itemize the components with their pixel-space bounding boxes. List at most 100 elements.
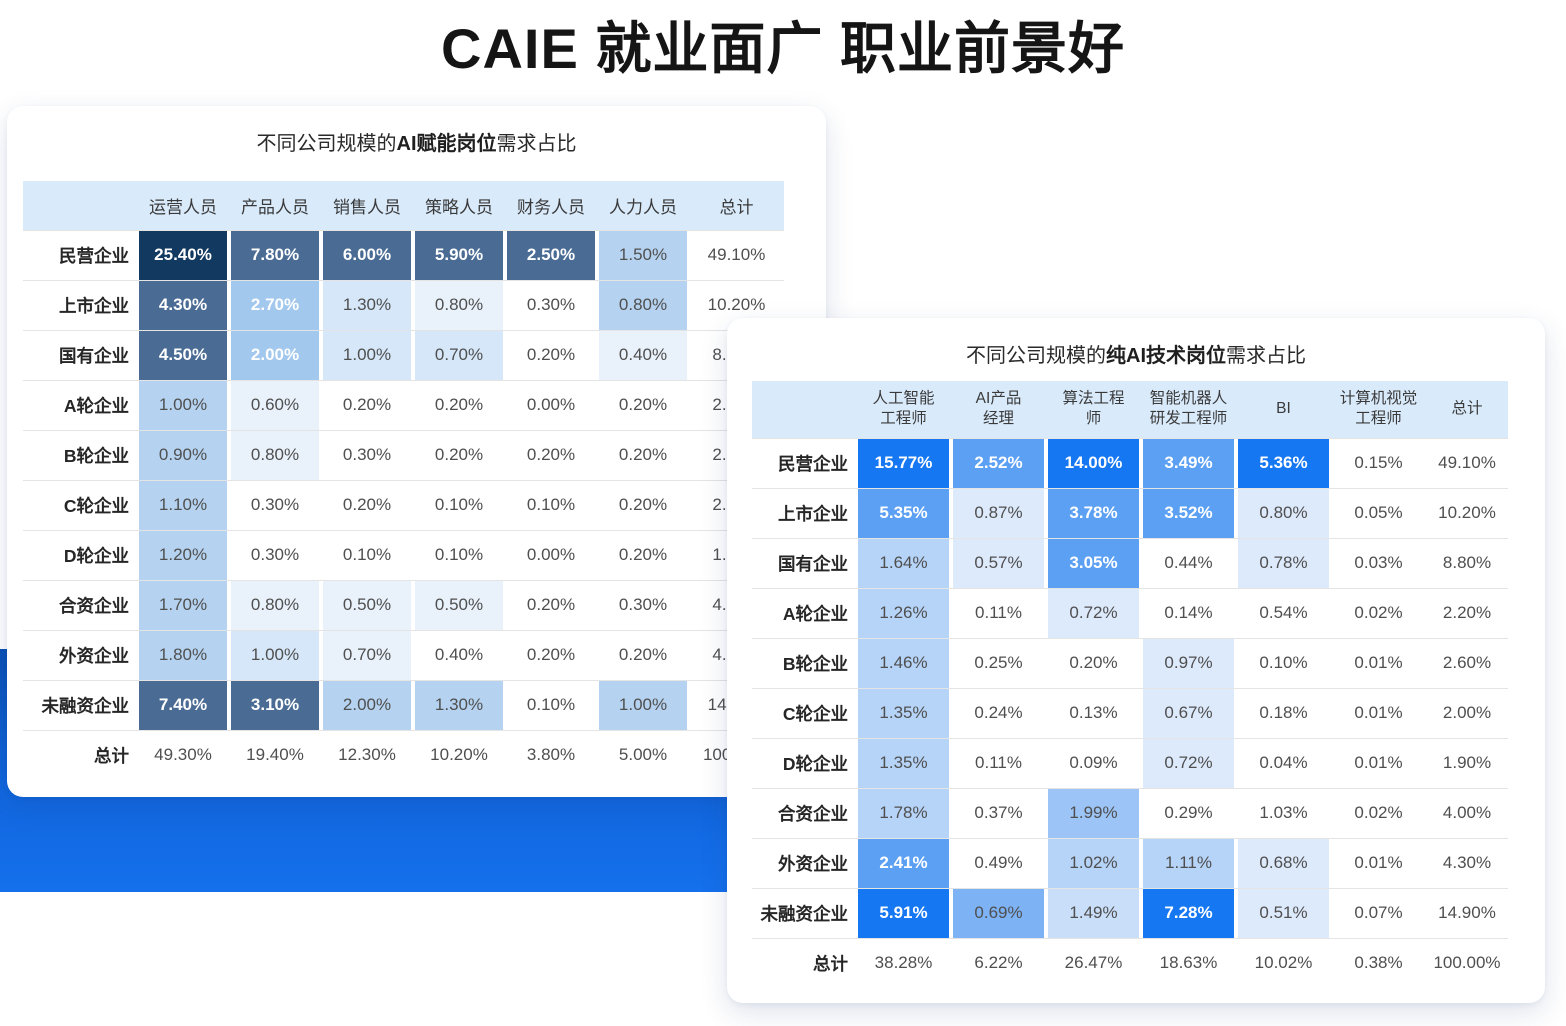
row-total-cell: 8.80% <box>1442 553 1492 572</box>
column-header: 算法工程师 <box>1046 381 1141 438</box>
heatmap-cell: 7.28% <box>1143 888 1234 938</box>
column-header-row: 人工智能 工程师 AI产品 经理 算法工程师智能机器人 研发工程师 BI 计算机视觉 工程师 总计 <box>752 381 1508 438</box>
row-label: 上市企业 <box>59 295 129 316</box>
table-row: 未融资企业 5.91% 0.69% 1.49% 7.28% 0.51% 0.07% 14.90… <box>752 888 1508 938</box>
heatmap-cell: 0.20% <box>434 445 484 464</box>
page-title: CAIE 就业面广 职业前景好 <box>441 17 1125 80</box>
heatmap-cell: 0.37% <box>974 803 1023 822</box>
column-header: 人力人员 <box>597 181 689 230</box>
heatmap-cell: 0.97% <box>1143 638 1234 688</box>
column-total-cell: 26.47% <box>1064 953 1123 972</box>
heatmap-cell: 0.10% <box>434 495 484 514</box>
table-row: 合资企业 1.78% 0.37% 1.99% 0.29% 1.03% 0.02% 4.00% <box>752 788 1508 838</box>
row-label: A轮企业 <box>63 395 129 416</box>
heatmap-cell: 0.20% <box>618 645 668 664</box>
row-total-cell: 14.90% <box>1438 903 1496 922</box>
heatmap-cell: 0.80% <box>231 430 319 480</box>
heatmap-cell: 2.00% <box>323 680 411 730</box>
row-total-cell: 1.90% <box>1442 753 1492 772</box>
heatmap-cell: 0.20% <box>526 445 576 464</box>
heatmap-cell: 2.70% <box>231 280 319 330</box>
heatmap-cell: 0.07% <box>1354 903 1403 922</box>
row-label: B轮企业 <box>782 653 848 674</box>
heatmap-cell: 0.30% <box>618 595 668 614</box>
heatmap-cell: 0.20% <box>342 495 392 514</box>
table-title-pure-ai: 不同公司规模的纯AI技术岗位需求占比 <box>727 344 1545 369</box>
heatmap-cell: 0.70% <box>415 330 503 380</box>
heatmap-cell: 1.00% <box>323 330 411 380</box>
heatmap-cell: 0.20% <box>618 395 668 414</box>
heatmap-cell: 0.50% <box>415 580 503 630</box>
row-total-cell: 2.60% <box>1442 653 1492 672</box>
heatmap-cell: 0.14% <box>1164 603 1213 622</box>
heatmap-cell: 0.15% <box>1354 453 1403 472</box>
heatmap-cell: 7.40% <box>139 680 227 730</box>
heatmap-cell: 0.02% <box>1354 603 1403 622</box>
heatmap-cell: 0.10% <box>1259 653 1308 672</box>
column-header: 财务人员 <box>505 181 597 230</box>
column-total-cell: 10.02% <box>1254 953 1313 972</box>
column-header: 计算机视觉 工程师 <box>1331 381 1426 438</box>
heatmap-cell: 0.90% <box>139 430 227 480</box>
column-header: 产品人员 <box>229 181 321 230</box>
column-total-cell: 0.38% <box>1354 953 1403 972</box>
heatmap-cell: 0.10% <box>342 545 392 564</box>
row-label: 民营企业 <box>778 453 848 474</box>
heatmap-cell: 0.69% <box>953 888 1044 938</box>
heatmap-cell: 2.41% <box>858 838 949 888</box>
heatmap-cell: 0.03% <box>1354 553 1403 572</box>
heatmap-cell: 0.09% <box>1069 753 1118 772</box>
column-total-cell: 3.80% <box>526 745 576 764</box>
heatmap-cell: 2.00% <box>231 330 319 380</box>
heatmap-cell: 0.20% <box>618 495 668 514</box>
heatmap-cell: 0.49% <box>974 853 1023 872</box>
title-suffix: 需求占比 <box>496 133 577 155</box>
table-row: 未融资企业7.40%3.10%2.00%1.30%0.10%1.00%14.90… <box>23 680 784 730</box>
heatmap-cell: 0.04% <box>1259 753 1308 772</box>
heatmap-cell: 0.72% <box>1143 738 1234 788</box>
corner-cell <box>23 181 137 230</box>
heatmap-cell: 0.72% <box>1048 588 1139 638</box>
row-label: 上市企业 <box>778 503 848 524</box>
heatmap-cell: 0.30% <box>250 495 300 514</box>
table-row: 外资企业 2.41% 0.49% 1.02% 1.11% 0.68% 0.01% 4.30% <box>752 838 1508 888</box>
heatmap-cell: 1.30% <box>323 280 411 330</box>
row-label: C轮企业 <box>63 495 129 516</box>
row-label: 合资企业 <box>778 803 848 824</box>
heatmap-cell: 1.64% <box>858 538 949 588</box>
title-emphasis: AI赋能岗位 <box>396 133 497 155</box>
table-row: 上市企业 5.35% 0.87% 3.78% 3.52% 0.80% 0.05% 10.20% <box>752 488 1508 538</box>
row-label: A轮企业 <box>782 603 848 624</box>
row-label: 国有企业 <box>778 553 848 574</box>
heatmap-cell: 0.20% <box>526 595 576 614</box>
card-pure-ai-jobs: 不同公司规模的纯AI技术岗位需求占比 人工智能 工程师 AI产品 经理 算法工程师智能机… <box>727 318 1545 1003</box>
column-header: AI产品 经理 <box>951 381 1046 438</box>
column-header: BI <box>1236 381 1331 438</box>
heatmap-cell: 0.10% <box>434 545 484 564</box>
heatmap-cell: 0.87% <box>953 488 1044 538</box>
heatmap-cell: 0.00% <box>526 545 576 564</box>
heatmap-cell: 5.36% <box>1238 438 1329 488</box>
row-label: 未融资企业 <box>41 695 130 716</box>
row-label: 合资企业 <box>59 595 129 616</box>
heatmap-cell: 5.90% <box>415 230 503 280</box>
title-prefix: 不同公司规模的 <box>966 345 1106 367</box>
heatmap-cell: 1.00% <box>599 680 687 730</box>
title-prefix: 不同公司规模的 <box>256 133 397 155</box>
heatmap-cell: 2.50% <box>507 230 595 280</box>
row-total-cell: 4.30% <box>1442 853 1492 872</box>
heatmap-cell: 1.11% <box>1143 838 1234 888</box>
heatmap-cell: 0.13% <box>1069 703 1118 722</box>
heatmap-cell: 0.30% <box>250 545 300 564</box>
heatmap-cell: 1.50% <box>599 230 687 280</box>
column-totals-row: 总计49.30%19.40%12.30%10.20%3.80%5.00%100.… <box>23 730 784 780</box>
heatmap-cell: 1.20% <box>139 530 227 580</box>
column-total-cell: 12.30% <box>338 745 396 764</box>
row-label: 民营企业 <box>59 245 129 266</box>
heatmap-cell: 4.30% <box>139 280 227 330</box>
heatmap-cell: 0.78% <box>1238 538 1329 588</box>
row-label: B轮企业 <box>63 445 129 466</box>
grand-total-cell: 100.00% <box>1433 953 1501 972</box>
heatmap-cell: 1.80% <box>139 630 227 680</box>
